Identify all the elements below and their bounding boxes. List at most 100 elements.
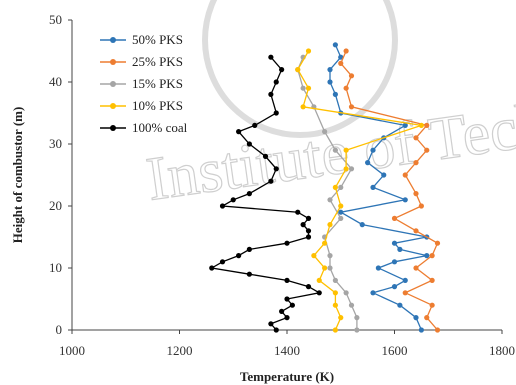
legend-label: 10% PKS: [132, 98, 183, 113]
data-point: [246, 271, 252, 277]
data-point: [365, 160, 371, 166]
data-point: [322, 240, 328, 246]
data-point: [209, 265, 215, 271]
data-point: [230, 197, 236, 203]
data-point: [295, 67, 301, 73]
data-point: [273, 327, 279, 333]
series-line: [297, 56, 358, 330]
data-point: [402, 290, 408, 296]
data-point: [273, 166, 279, 172]
y-tick-label: 10: [49, 260, 62, 275]
data-point: [391, 284, 398, 290]
data-point: [300, 104, 306, 110]
data-point: [338, 54, 344, 60]
data-point: [343, 147, 349, 153]
data-point: [397, 302, 403, 308]
series-5: [209, 54, 322, 333]
watermark-seal: [202, 0, 398, 138]
data-point: [252, 122, 258, 128]
y-axis-title: Height of combustor (m): [10, 107, 25, 244]
y-tick-label: 40: [49, 74, 62, 89]
legend-label: 50% PKS: [132, 32, 183, 47]
data-point: [375, 265, 381, 271]
data-point: [268, 321, 274, 327]
data-point: [418, 122, 424, 128]
data-point: [418, 327, 424, 333]
data-point: [284, 296, 290, 302]
data-point: [429, 253, 435, 259]
data-point: [402, 122, 408, 128]
data-point: [332, 327, 338, 333]
x-tick-label: 1400: [274, 343, 300, 358]
legend-item: 100% coal: [100, 120, 188, 135]
x-axis-title: Temperature (K): [240, 369, 334, 384]
data-point: [268, 54, 274, 60]
y-tick-label: 20: [49, 198, 62, 213]
legend-marker: [110, 37, 116, 43]
data-point: [332, 277, 338, 283]
data-point: [424, 147, 430, 153]
data-point: [391, 240, 398, 246]
data-point: [402, 277, 408, 283]
data-point: [236, 253, 242, 259]
data-point: [311, 253, 317, 259]
legend-marker: [110, 103, 116, 109]
data-point: [327, 253, 333, 259]
data-point: [332, 184, 338, 190]
data-point: [348, 104, 355, 110]
data-point: [273, 110, 279, 116]
data-point: [424, 122, 430, 128]
data-point: [424, 315, 430, 321]
data-point: [332, 302, 338, 308]
x-tick-label: 1200: [167, 343, 193, 358]
data-point: [305, 234, 312, 240]
data-point: [322, 129, 328, 135]
data-point: [322, 265, 328, 271]
tick-labels: 1000 1200 1400 1600 1800 0 10 20 30 40 50: [49, 12, 515, 358]
data-point: [219, 203, 226, 209]
data-point: [332, 147, 338, 153]
legend-item: 10% PKS: [100, 98, 183, 113]
series-3: [295, 54, 360, 333]
data-point: [338, 209, 344, 215]
data-point: [343, 48, 349, 54]
data-point: [338, 184, 344, 190]
data-point: [268, 91, 274, 97]
data-point: [413, 228, 419, 234]
series-2: [338, 48, 441, 333]
data-point: [348, 166, 355, 172]
data-point: [327, 79, 333, 85]
legend-marker: [110, 81, 116, 87]
data-point: [262, 153, 269, 159]
data-point: [402, 197, 408, 203]
data-point: [246, 141, 252, 147]
data-point: [424, 253, 430, 259]
legend-marker: [110, 59, 116, 65]
data-point: [219, 259, 226, 265]
data-point: [327, 67, 333, 73]
series-4: [295, 48, 424, 333]
data-point: [246, 246, 252, 252]
data-point: [418, 203, 424, 209]
data-point: [370, 147, 376, 153]
data-point: [268, 178, 274, 184]
x-tick-label: 1800: [489, 343, 515, 358]
data-point: [289, 302, 295, 308]
data-point: [429, 302, 435, 308]
data-point: [381, 172, 387, 178]
data-point: [295, 209, 301, 215]
data-point: [338, 215, 344, 221]
x-tick-label: 1600: [382, 343, 408, 358]
data-point: [338, 315, 344, 321]
data-point: [338, 60, 344, 66]
data-point: [279, 67, 285, 73]
data-point: [273, 79, 279, 85]
x-tick-label: 1000: [59, 343, 85, 358]
series-line: [340, 50, 439, 331]
data-point: [236, 129, 242, 135]
legend-item: 15% PKS: [100, 76, 183, 91]
data-point: [284, 240, 290, 246]
watermark: Institute of Technology: [142, 0, 516, 214]
series-line: [209, 56, 322, 331]
